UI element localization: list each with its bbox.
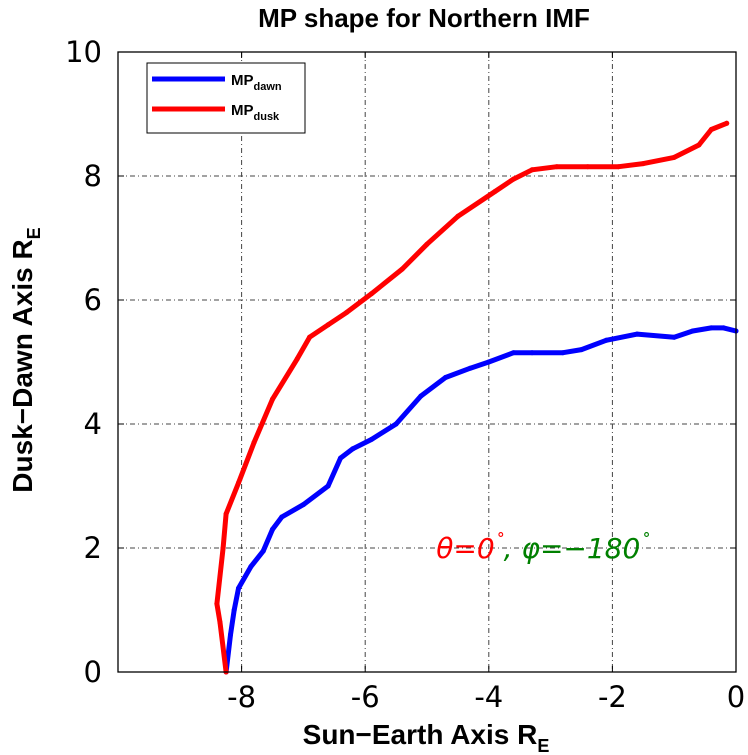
data-point-dawn bbox=[467, 365, 473, 371]
data-point-dawn bbox=[227, 632, 233, 638]
x-tick-label: 0 bbox=[727, 680, 745, 714]
plot-frame bbox=[117, 51, 737, 673]
x-axis-label: Sun−Earth Axis RE bbox=[303, 719, 550, 755]
data-point-dusk bbox=[307, 334, 313, 340]
y-axis-label: Dusk−Dawn Axis RE bbox=[7, 227, 44, 492]
data-point-dawn bbox=[337, 455, 343, 461]
y-tick-label: 4 bbox=[84, 407, 102, 441]
annotation-part: θ=0 bbox=[436, 532, 494, 565]
y-tick-label: 2 bbox=[84, 531, 102, 565]
data-point-dawn bbox=[418, 393, 424, 399]
data-point-dusk bbox=[424, 241, 430, 247]
x-tick-label: -4 bbox=[474, 680, 503, 714]
data-point-dusk bbox=[724, 120, 730, 126]
data-point-dusk bbox=[708, 127, 714, 132]
data-point-dusk bbox=[214, 601, 220, 607]
data-point-dawn bbox=[560, 350, 566, 356]
data-point-dusk bbox=[325, 322, 331, 328]
legend-label-dawn-subscript: dawn bbox=[254, 81, 282, 93]
data-point-dawn bbox=[368, 437, 374, 442]
data-point-dusk bbox=[236, 480, 242, 486]
data-point-dusk bbox=[368, 291, 374, 297]
data-point-dusk bbox=[251, 440, 257, 446]
data-point-dusk bbox=[640, 161, 646, 167]
data-point-dawn bbox=[529, 350, 535, 356]
data-point-dusk bbox=[217, 619, 223, 625]
legend: MPdawn MPdusk bbox=[146, 62, 306, 134]
data-point-dawn bbox=[511, 350, 517, 356]
data-point-dawn bbox=[231, 607, 237, 613]
legend-label-dusk-subscript: dusk bbox=[254, 111, 281, 123]
data-point-dusk bbox=[220, 545, 226, 551]
grid-lines bbox=[118, 52, 736, 672]
data-point-dusk bbox=[294, 356, 300, 362]
annotation-part: ˚ bbox=[495, 532, 504, 553]
x-tick-label: -8 bbox=[227, 680, 256, 714]
y-axis-label-text: Dusk−Dawn Axis R bbox=[7, 239, 38, 492]
data-point-dawn bbox=[721, 325, 727, 331]
data-point-dusk bbox=[585, 164, 591, 170]
annotation-part: , φ=−180 bbox=[504, 532, 641, 565]
data-point-dawn bbox=[634, 331, 640, 337]
chart-title: MP shape for Northern IMF bbox=[258, 3, 590, 33]
y-axis-label-subscript: E bbox=[24, 227, 44, 239]
data-point-dawn bbox=[325, 483, 331, 489]
data-point-dawn bbox=[708, 325, 714, 331]
angle-annotation: θ=0˚, φ=−180˚ bbox=[436, 532, 649, 565]
y-tick-label: 8 bbox=[84, 159, 102, 193]
data-point-dawn bbox=[671, 334, 677, 340]
y-tick-label: 10 bbox=[65, 35, 102, 69]
y-tick-label: 0 bbox=[84, 655, 102, 689]
data-point-dusk bbox=[344, 309, 350, 315]
data-point-dusk bbox=[223, 511, 229, 517]
data-point-dawn bbox=[443, 375, 449, 380]
data-point-dusk bbox=[455, 213, 461, 219]
data-point-dawn bbox=[393, 421, 399, 427]
data-point-dawn bbox=[486, 359, 492, 365]
data-point-dusk bbox=[492, 189, 498, 194]
data-point-dawn bbox=[579, 347, 584, 353]
x-axis-label-subscript: E bbox=[537, 736, 549, 755]
data-point-dawn bbox=[279, 514, 285, 520]
y-axis-ticks: 0 2 4 6 8 10 bbox=[65, 35, 736, 689]
annotation-part: ˚ bbox=[640, 532, 649, 553]
x-axis-ticks: -8 -6 -4 -2 0 bbox=[227, 52, 745, 714]
data-point-dawn bbox=[270, 526, 275, 532]
data-point-dusk bbox=[511, 176, 517, 182]
data-point-dawn bbox=[260, 548, 266, 554]
data-point-dusk bbox=[399, 266, 405, 272]
series-layer bbox=[214, 120, 739, 675]
data-point-dawn bbox=[603, 337, 609, 343]
legend-label-dusk: MPdusk bbox=[231, 102, 280, 123]
data-point-dusk bbox=[696, 142, 702, 148]
legend-label-dusk-name: MP bbox=[231, 102, 254, 119]
legend-label-dawn-name: MP bbox=[231, 72, 254, 89]
legend-label-dawn: MPdawn bbox=[231, 72, 282, 93]
y-tick-label: 6 bbox=[84, 283, 102, 317]
x-axis-label-text: Sun−Earth Axis R bbox=[303, 719, 538, 750]
data-point-dusk bbox=[270, 396, 275, 402]
data-point-dawn bbox=[690, 328, 696, 334]
series-dusk bbox=[214, 120, 730, 675]
data-point-dawn bbox=[350, 446, 356, 452]
data-point-dawn bbox=[300, 502, 306, 508]
legend-box bbox=[146, 62, 306, 134]
data-point-dawn bbox=[248, 564, 254, 570]
data-point-dusk bbox=[554, 164, 560, 170]
data-point-dusk bbox=[671, 154, 677, 160]
x-tick-label: -6 bbox=[351, 680, 380, 714]
x-tick-label: -2 bbox=[598, 680, 627, 714]
data-point-dusk bbox=[616, 164, 622, 170]
data-point-dawn bbox=[236, 585, 242, 591]
plot-area bbox=[118, 52, 736, 672]
data-point-dusk bbox=[529, 167, 535, 173]
